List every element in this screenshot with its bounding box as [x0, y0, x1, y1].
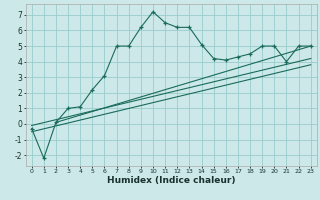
X-axis label: Humidex (Indice chaleur): Humidex (Indice chaleur) — [107, 176, 236, 185]
